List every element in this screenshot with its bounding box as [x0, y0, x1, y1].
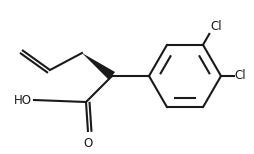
Text: HO: HO	[14, 93, 32, 107]
Text: Cl: Cl	[211, 20, 222, 33]
Polygon shape	[82, 53, 115, 80]
Text: Cl: Cl	[235, 69, 246, 83]
Text: O: O	[83, 137, 93, 150]
